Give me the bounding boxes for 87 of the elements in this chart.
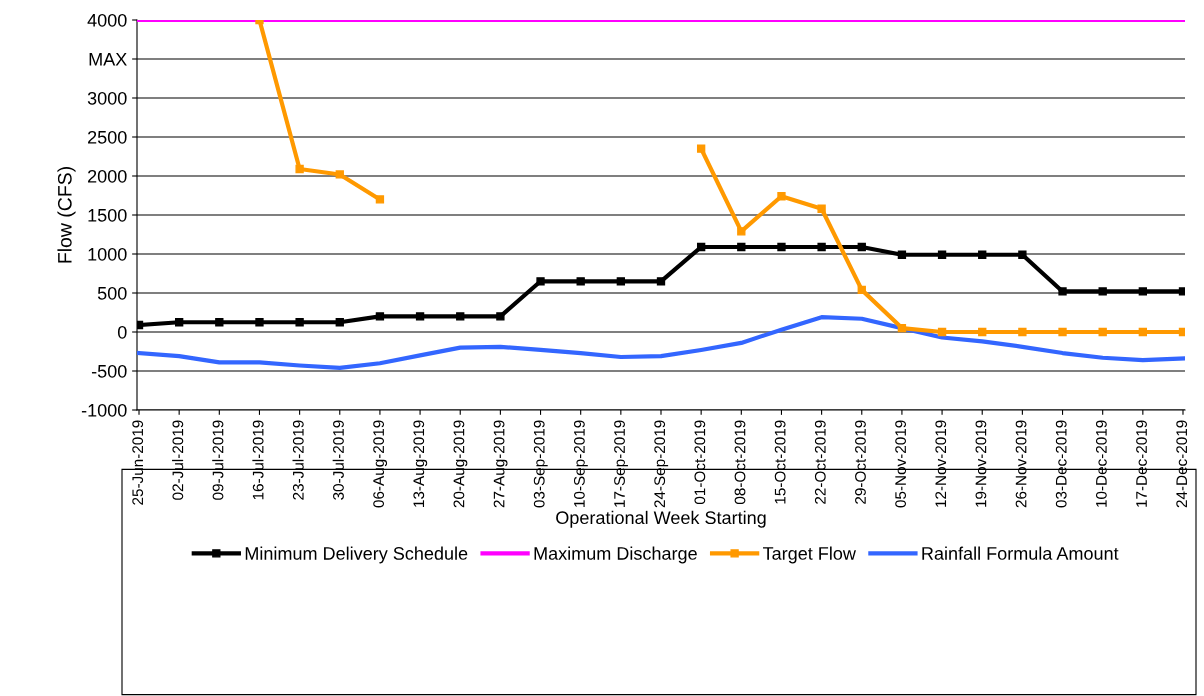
point <box>137 320 144 330</box>
point <box>174 318 184 327</box>
x-tick-label: 06-Aug-2019 <box>373 420 388 508</box>
point <box>777 242 786 252</box>
point <box>496 312 505 321</box>
point <box>857 242 866 252</box>
y-tick-label: 500 <box>97 286 127 300</box>
x-tick-label: 05-Nov-2019 <box>895 420 907 508</box>
x-tick-label: 10-Dec-2019 <box>1095 420 1107 507</box>
x-tick-label: 01-Oct-2019 <box>694 420 706 505</box>
point <box>937 327 947 337</box>
point <box>335 170 344 179</box>
y-axis-title: Flow (CFS) <box>57 167 76 263</box>
x-tick-label: 03-Sep-2019 <box>533 420 548 508</box>
y-tick-label: 0 <box>117 325 127 339</box>
point <box>456 312 465 321</box>
y-tick-label: 1500 <box>88 208 127 222</box>
point <box>817 242 826 252</box>
point <box>777 192 786 201</box>
legend-label: Target Flow <box>763 546 856 564</box>
y-tick-label: 1000 <box>88 247 127 261</box>
point <box>656 277 666 286</box>
point <box>415 312 425 321</box>
x-tick-label: 23-Jul-2019 <box>292 420 304 500</box>
point <box>215 318 224 327</box>
point <box>1138 287 1148 296</box>
point <box>696 242 706 252</box>
x-tick-label: 30-Jul-2019 <box>332 420 344 500</box>
point <box>1018 327 1027 337</box>
x-tick-label: 08-Oct-2019 <box>734 420 746 505</box>
point <box>295 318 304 327</box>
point <box>696 144 706 153</box>
x-tick-label: 13-Aug-2019 <box>413 420 428 507</box>
point <box>897 250 907 259</box>
point <box>978 327 987 337</box>
legend-label: Minimum Delivery Schedule <box>245 546 468 564</box>
point <box>375 195 385 204</box>
point <box>616 277 626 286</box>
point <box>1058 327 1067 337</box>
x-tick-label: 09-Jul-2019 <box>212 420 224 500</box>
x-tick-label: 19-Nov-2019 <box>975 420 987 507</box>
x-tick-label: 22-Oct-2019 <box>814 420 826 504</box>
point <box>536 277 545 286</box>
x-tick-label: 15-Oct-2019 <box>774 420 786 504</box>
point <box>1098 287 1107 296</box>
point <box>1018 250 1027 259</box>
x-tick-label: 26-Nov-2019 <box>1015 420 1027 508</box>
x-tick-label: 02-Jul-2019 <box>172 420 184 500</box>
y-tick-label: 4000 <box>87 13 127 27</box>
point <box>1178 287 1185 296</box>
point <box>897 323 907 333</box>
point <box>1098 327 1107 337</box>
y-tick-label: -1000 <box>81 403 127 417</box>
point <box>817 204 826 213</box>
x-axis-title: Operational Week Starting <box>556 510 766 528</box>
x-tick-label: 24-Sep-2019 <box>654 420 669 508</box>
point <box>978 250 987 259</box>
point <box>255 318 264 327</box>
point <box>857 285 866 295</box>
point <box>295 164 304 174</box>
x-tick-label: 17-Sep-2019 <box>614 420 628 507</box>
point <box>1058 287 1067 296</box>
x-tick-label: 24-Dec-2019 <box>1176 420 1188 508</box>
point <box>1138 327 1148 337</box>
y-tick-label: 2000 <box>88 169 127 183</box>
y-tick-label: 3000 <box>87 91 127 105</box>
legend-label: Maximum Discharge <box>534 546 697 564</box>
legend-label: Rainfall Formula Amount <box>922 546 1119 560</box>
x-tick-label: 25-Jun-2019 <box>132 420 144 505</box>
point <box>576 277 585 286</box>
point <box>937 250 947 259</box>
y-tick-label: MAX <box>89 53 127 66</box>
point <box>737 242 746 252</box>
y-tick-label: 2500 <box>88 130 127 144</box>
point <box>1178 327 1185 337</box>
x-tick-label: 20-Aug-2019 <box>453 420 468 508</box>
x-tick-label: 10-Sep-2019 <box>573 420 588 507</box>
point <box>375 312 385 321</box>
x-tick-label: 12-Nov-2019 <box>935 420 947 507</box>
y-tick-label: -500 <box>91 364 127 378</box>
point <box>737 227 746 236</box>
x-tick-label: 03-Dec-2019 <box>1055 420 1067 508</box>
point <box>335 318 344 327</box>
x-tick-label: 29-Oct-2019 <box>855 420 866 504</box>
x-tick-label: 17-Dec-2019 <box>1136 420 1147 507</box>
x-tick-label: 27-Aug-2019 <box>493 420 508 508</box>
x-tick-label: 16-Jul-2019 <box>252 420 264 500</box>
